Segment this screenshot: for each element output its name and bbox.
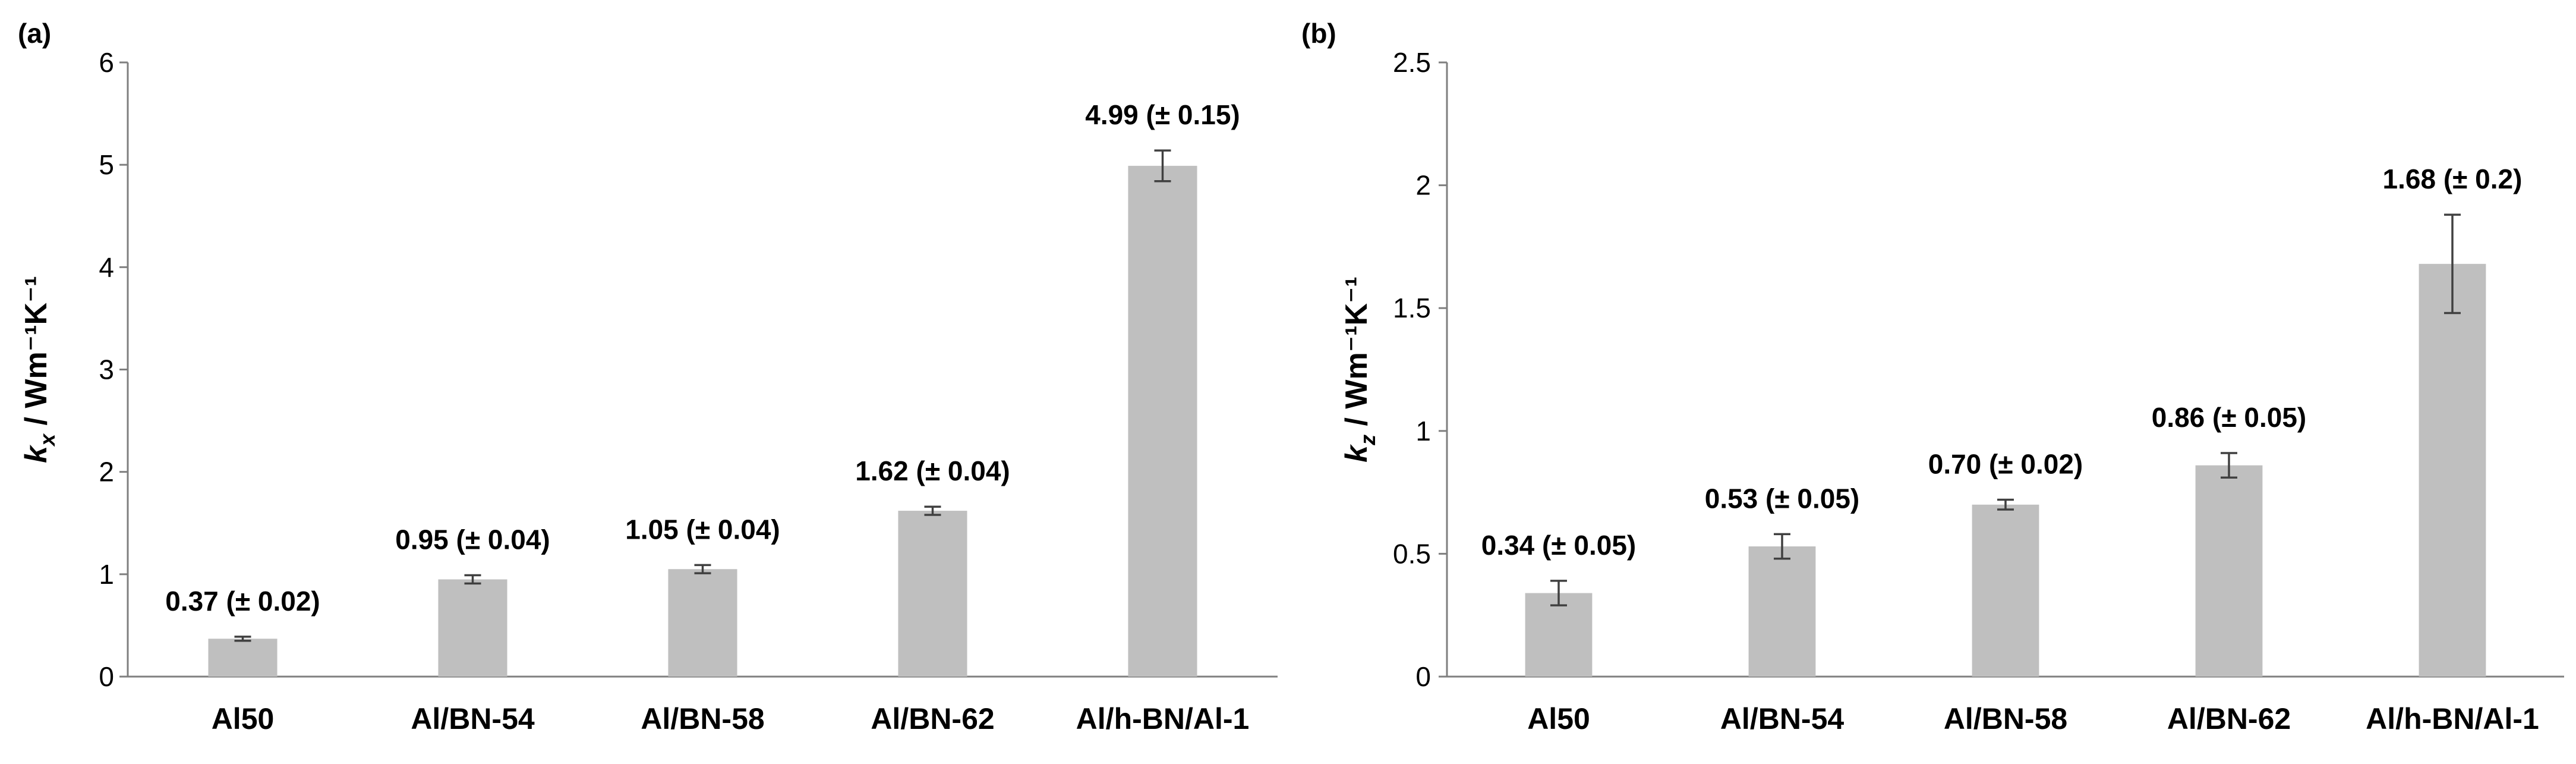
- data-label: 4.99 (± 0.15): [1085, 99, 1240, 130]
- bar: [2195, 465, 2263, 677]
- category-label: Al/BN-58: [641, 702, 764, 735]
- data-label: 0.37 (± 0.02): [165, 586, 320, 617]
- y-tick-label: 6: [99, 47, 114, 78]
- y-axis-title: kx / Wm⁻¹K⁻¹: [19, 276, 59, 463]
- bar: [898, 511, 967, 677]
- category-label: Al/BN-54: [411, 702, 535, 735]
- y-tick-label: 2: [99, 457, 114, 488]
- category-label: Al50: [1527, 702, 1590, 735]
- y-tick-label: 5: [99, 149, 114, 180]
- data-label: 0.70 (± 0.02): [1928, 448, 2083, 479]
- y-tick-label: 4: [99, 251, 114, 282]
- data-label: 0.34 (± 0.05): [1481, 530, 1637, 561]
- bar: [208, 639, 278, 677]
- data-label: 0.53 (± 0.05): [1705, 483, 1860, 514]
- bar: [668, 569, 737, 677]
- category-label: Al/BN-58: [1944, 702, 2067, 735]
- category-label: Al/h-BN/Al-1: [1076, 702, 1250, 735]
- y-tick-label: 2.5: [1393, 47, 1431, 78]
- category-label: Al50: [212, 702, 275, 735]
- y-tick-label: 0: [99, 661, 114, 692]
- data-label: 0.95 (± 0.04): [395, 524, 550, 555]
- y-tick-label: 0.5: [1393, 538, 1431, 569]
- bar: [1748, 546, 1816, 677]
- data-label: 1.05 (± 0.04): [625, 514, 780, 545]
- category-label: Al/BN-62: [871, 702, 994, 735]
- category-label: Al/BN-54: [1720, 702, 1844, 735]
- category-label: Al/BN-62: [2167, 702, 2291, 735]
- data-label: 0.86 (± 0.05): [2152, 402, 2307, 433]
- data-label: 1.68 (± 0.2): [2383, 164, 2523, 194]
- bar: [2419, 263, 2486, 677]
- y-tick-label: 1: [1415, 416, 1431, 447]
- y-tick-label: 3: [99, 354, 114, 385]
- y-tick-label: 1: [99, 559, 114, 590]
- y-tick-label: 0: [1415, 661, 1431, 692]
- bar: [1525, 593, 1593, 677]
- category-label: Al/h-BN/Al-1: [2366, 702, 2539, 735]
- data-label: 1.62 (± 0.04): [855, 455, 1010, 486]
- bar: [438, 579, 507, 677]
- y-tick-label: 1.5: [1393, 293, 1431, 323]
- panel-label: (b): [1301, 18, 1336, 49]
- y-tick-label: 2: [1415, 170, 1431, 201]
- bar: [1972, 504, 2039, 677]
- y-axis-title: kz / Wm⁻¹K⁻¹: [1339, 276, 1380, 463]
- bar: [1128, 165, 1197, 677]
- panel-label: (a): [18, 18, 51, 49]
